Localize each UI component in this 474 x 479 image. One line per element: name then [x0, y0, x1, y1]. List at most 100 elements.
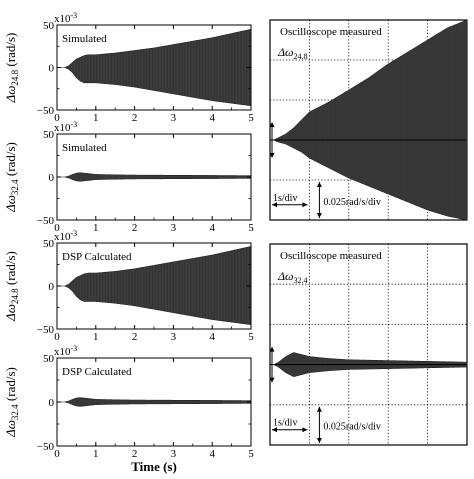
- scope-title: Oscilloscope measured: [280, 250, 382, 262]
- exponent-power: -3: [71, 120, 78, 129]
- y-tick-label: 0: [49, 172, 55, 184]
- y-tick-label: 0: [49, 63, 55, 75]
- scope-title: Oscilloscope measured: [280, 26, 382, 38]
- scope-level-arrow-down: [269, 153, 275, 158]
- amp-scale-arrow-up: [316, 406, 322, 412]
- x-tick-label: 5: [248, 112, 254, 124]
- exponent-label: x10-3: [54, 11, 77, 25]
- time-scale-arrow-left: [272, 427, 277, 433]
- time-scale-arrow-right: [302, 427, 308, 433]
- scope-channel-sub: 24.8: [294, 52, 308, 61]
- waveform-texture: [65, 397, 252, 407]
- y-axis-label-main: Δω: [3, 420, 18, 438]
- x-tick-label: 5: [248, 331, 254, 343]
- scope-frame: [269, 243, 468, 446]
- x-tick-label: 5: [248, 448, 254, 460]
- series-label: DSP Calculated: [62, 251, 132, 263]
- x-tick-label: 2: [132, 331, 138, 343]
- exponent-power: -3: [71, 344, 78, 353]
- amp-scale-arrow-up: [316, 182, 322, 187]
- x-tick-label: 1: [93, 448, 99, 460]
- y-axis-label-unit: (rad/s): [3, 251, 18, 288]
- y-tick-label: 0: [49, 397, 55, 409]
- scope-channel-sub: 32.4: [294, 276, 308, 285]
- x-tick-label: 1: [93, 222, 99, 234]
- x-tick-label: 1: [93, 331, 99, 343]
- chart-5: Oscilloscope measured Δω24.8 1s/div 0.025ra…: [269, 19, 468, 221]
- x-tick-label: 4: [209, 331, 215, 343]
- scope-channel-label: Δω24.8: [277, 45, 308, 61]
- y-tick-label: 50: [43, 353, 55, 365]
- x-tick-label: 3: [171, 331, 177, 343]
- x-tick-label: 1: [93, 112, 99, 124]
- x-tick-label: 2: [132, 448, 138, 460]
- scope-level-arrow-up: [269, 346, 275, 352]
- x-tick-label: 5: [248, 222, 254, 234]
- x-tick-label: 3: [171, 112, 177, 124]
- x-tick-label: 0: [54, 222, 60, 234]
- y-axis-label: Δω24.8 (rad/s): [3, 251, 20, 322]
- exponent-power: -3: [71, 229, 78, 238]
- amp-scale-arrow-down: [316, 438, 322, 443]
- chart-6: Oscilloscope measured Δω32.4 1s/div 0.025ra…: [269, 243, 468, 446]
- x-tick-label: 2: [132, 112, 138, 124]
- x-tick-label: 3: [171, 448, 177, 460]
- x-tick-label: 0: [54, 331, 60, 343]
- waveform-texture: [65, 246, 252, 325]
- y-axis-label-main: Δω: [3, 195, 18, 213]
- time-scale-arrow-left: [272, 202, 277, 208]
- y-tick-label: −50: [37, 324, 55, 336]
- x-tick-label: 4: [209, 222, 215, 234]
- y-axis-label-sub: 32.4: [10, 179, 20, 195]
- y-axis-label-unit: (rad/s): [3, 367, 18, 404]
- scope-level-arrow-down: [269, 377, 275, 383]
- y-axis-label: Δω24.8 (rad/s): [3, 33, 20, 104]
- x-axis-label: Time (s): [131, 459, 177, 474]
- amp-scale-label: 0.025rad/s/div: [323, 422, 381, 433]
- y-tick-label: −50: [37, 441, 55, 453]
- x-tick-label: 0: [54, 448, 60, 460]
- exponent-label: x10-3: [54, 229, 77, 243]
- time-scale-label: 1s/div: [273, 193, 297, 204]
- y-axis-label-sub: 24.8: [10, 288, 20, 304]
- exponent-power: -3: [71, 11, 78, 20]
- y-axis-label-unit: (rad/s): [3, 33, 18, 70]
- y-tick-label: 50: [43, 238, 55, 250]
- y-tick-label: 50: [43, 20, 55, 32]
- waveform-texture: [65, 29, 252, 106]
- exponent-label: x10-3: [54, 344, 77, 358]
- x-tick-label: 4: [209, 112, 215, 124]
- y-tick-label: 50: [43, 129, 55, 141]
- x-tick-label: 0: [54, 112, 60, 124]
- amp-scale-label: 0.025rad/s/div: [323, 197, 381, 208]
- y-tick-label: −50: [37, 105, 55, 117]
- scope-channel-main: Δω: [277, 45, 294, 59]
- y-axis-label-sub: 24.8: [10, 69, 20, 85]
- exponent-label: x10-3: [54, 120, 77, 134]
- series-label: Simulated: [62, 33, 107, 45]
- scope-channel-label: Δω32.4: [277, 269, 308, 285]
- y-tick-label: −50: [37, 215, 55, 227]
- scope-channel-main: Δω: [277, 269, 294, 283]
- y-axis-label: Δω32.4 (rad/s): [3, 142, 20, 213]
- y-axis-label-main: Δω: [3, 304, 18, 322]
- y-axis-label-sub: 32.4: [10, 404, 20, 420]
- y-axis-label: Δω32.4 (rad/s): [3, 367, 20, 438]
- time-scale-label: 1s/div: [273, 418, 297, 429]
- amp-scale-arrow-down: [316, 213, 322, 218]
- time-scale-arrow-right: [302, 202, 308, 208]
- y-axis-label-unit: (rad/s): [3, 142, 18, 179]
- waveform-texture: [65, 172, 252, 182]
- x-tick-label: 3: [171, 222, 177, 234]
- series-label: DSP Calculated: [62, 366, 132, 378]
- y-axis-label-main: Δω: [3, 86, 18, 104]
- x-tick-label: 4: [209, 448, 215, 460]
- series-label: Simulated: [62, 142, 107, 154]
- y-tick-label: 0: [49, 281, 55, 293]
- x-tick-label: 2: [132, 222, 138, 234]
